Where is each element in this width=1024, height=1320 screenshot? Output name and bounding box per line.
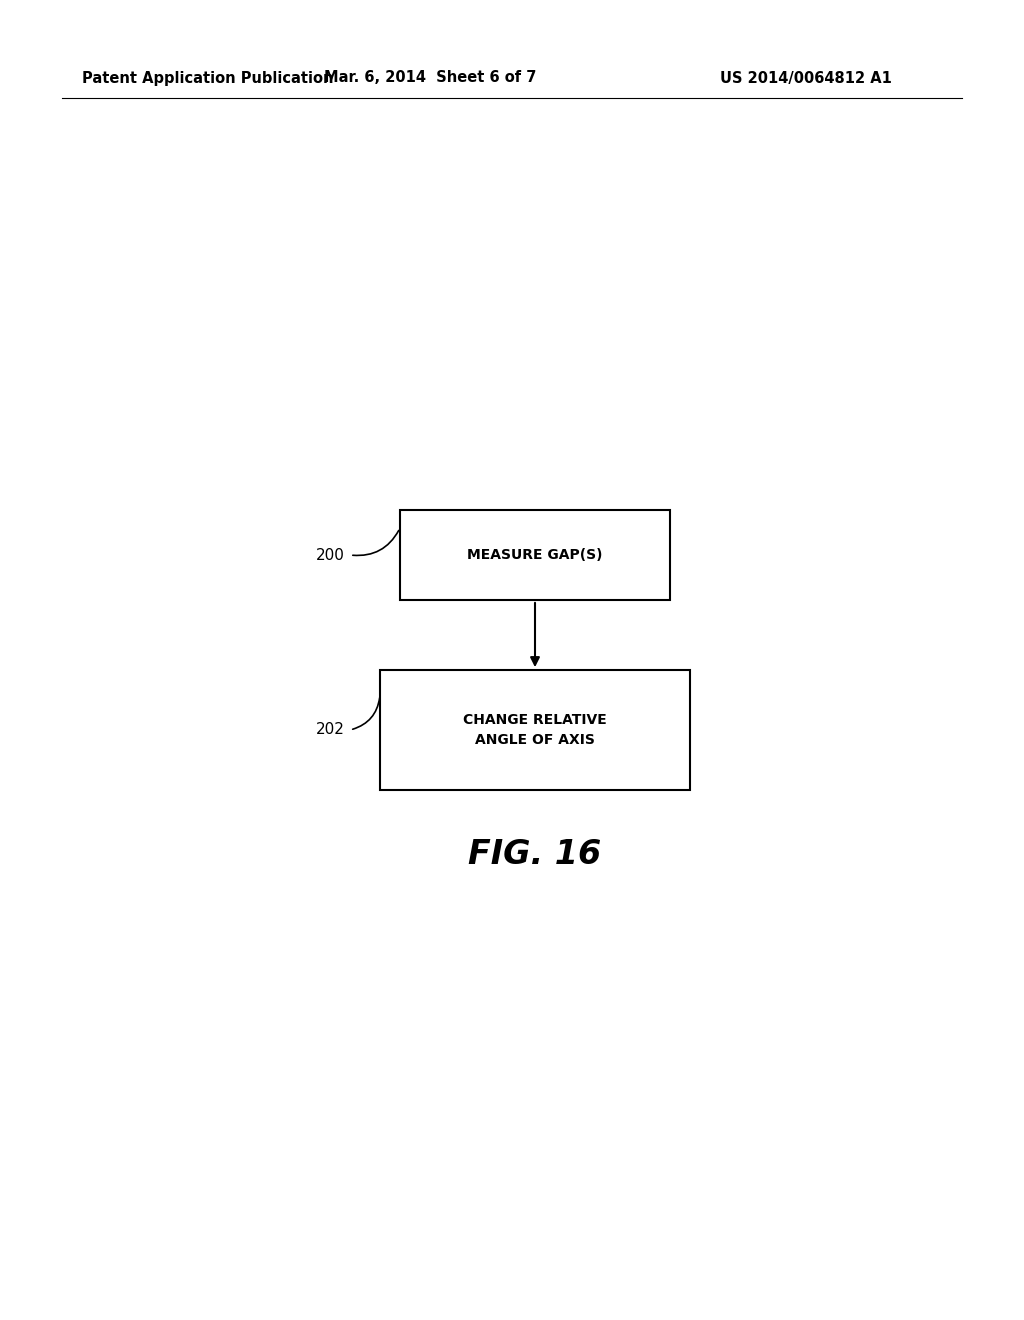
Text: CHANGE RELATIVE
ANGLE OF AXIS: CHANGE RELATIVE ANGLE OF AXIS [463,713,607,747]
Bar [400,510,670,601]
Text: FIG. 16: FIG. 16 [468,838,602,871]
Text: US 2014/0064812 A1: US 2014/0064812 A1 [720,70,892,86]
Text: Patent Application Publication: Patent Application Publication [82,70,334,86]
Text: 200: 200 [316,548,345,562]
Text: MEASURE GAP(S): MEASURE GAP(S) [467,548,603,562]
Text: Mar. 6, 2014  Sheet 6 of 7: Mar. 6, 2014 Sheet 6 of 7 [324,70,537,86]
Text: 202: 202 [316,722,345,738]
Bar [380,671,690,789]
